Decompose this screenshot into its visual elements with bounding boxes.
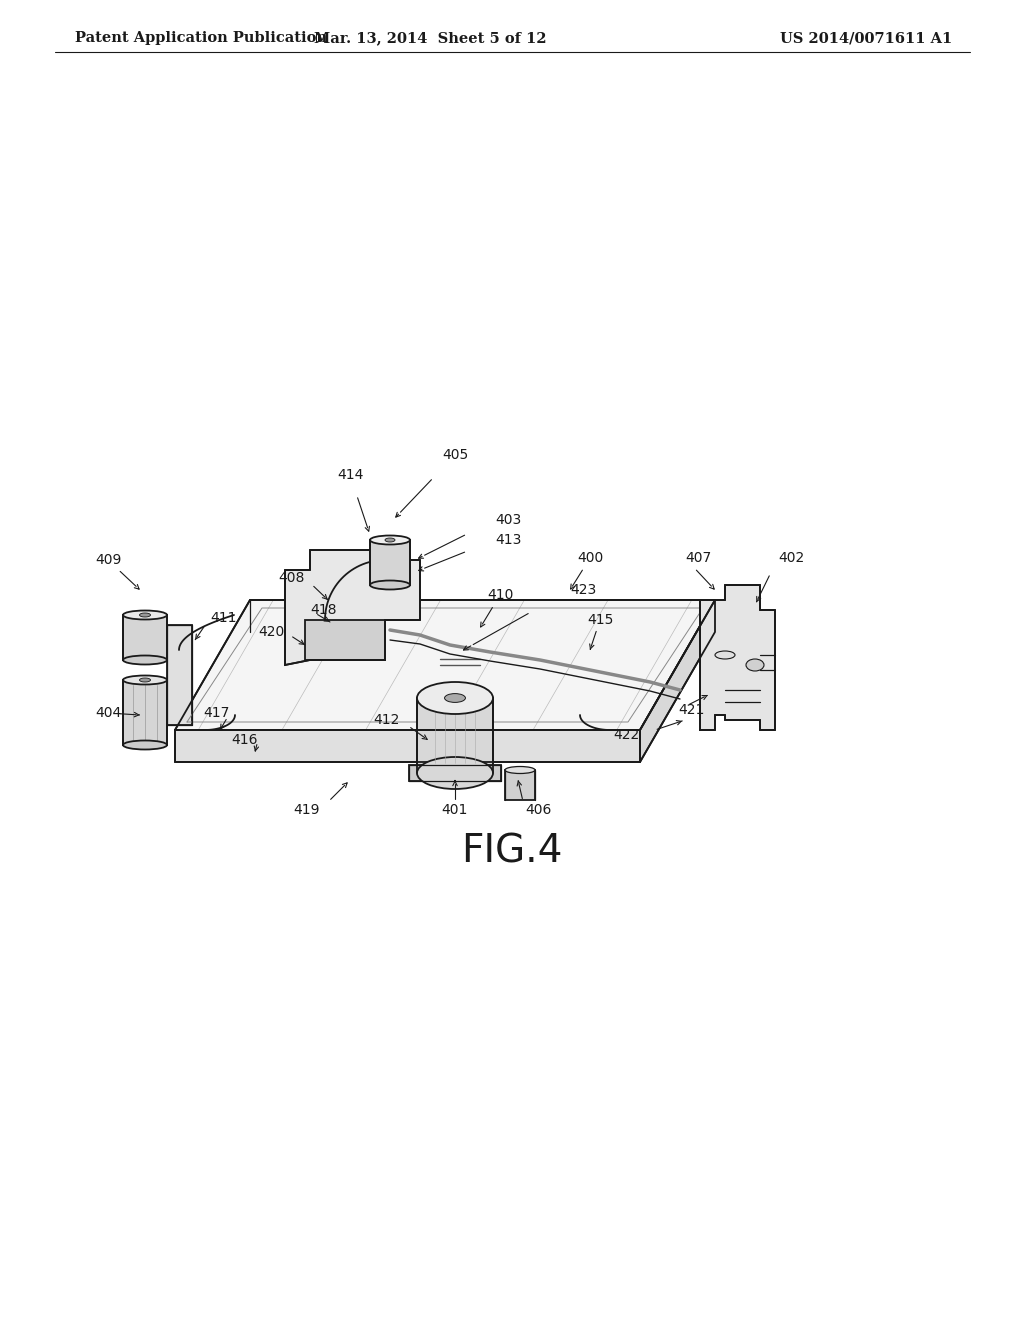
Text: 402: 402 [778, 550, 804, 565]
Text: 415: 415 [587, 612, 613, 627]
Ellipse shape [123, 656, 167, 664]
Polygon shape [175, 601, 715, 730]
Text: 403: 403 [495, 513, 521, 527]
Text: 411: 411 [210, 611, 237, 624]
Text: 408: 408 [279, 572, 305, 585]
Text: 422: 422 [613, 729, 640, 742]
Text: 410: 410 [486, 587, 513, 602]
Text: US 2014/0071611 A1: US 2014/0071611 A1 [780, 30, 952, 45]
Text: 400: 400 [577, 550, 603, 565]
Polygon shape [305, 620, 385, 660]
Text: 407: 407 [685, 550, 712, 565]
Ellipse shape [715, 651, 735, 659]
Polygon shape [285, 550, 420, 665]
Ellipse shape [139, 612, 151, 616]
Polygon shape [370, 540, 410, 585]
Text: 418: 418 [310, 603, 337, 616]
Text: 412: 412 [374, 713, 400, 727]
Text: 404: 404 [95, 706, 121, 719]
Polygon shape [123, 615, 167, 660]
Text: 419: 419 [294, 803, 319, 817]
Text: Patent Application Publication: Patent Application Publication [75, 30, 327, 45]
Ellipse shape [746, 659, 764, 671]
Polygon shape [123, 680, 167, 744]
Ellipse shape [417, 756, 493, 789]
Ellipse shape [123, 741, 167, 750]
Polygon shape [640, 601, 715, 762]
Polygon shape [505, 770, 535, 800]
Text: 401: 401 [441, 803, 468, 817]
Polygon shape [409, 766, 501, 781]
Ellipse shape [123, 610, 167, 619]
Text: 416: 416 [231, 733, 258, 747]
Text: 414: 414 [337, 469, 364, 482]
Ellipse shape [444, 693, 466, 702]
Ellipse shape [505, 767, 535, 774]
Text: 421: 421 [678, 704, 705, 717]
Polygon shape [175, 730, 640, 762]
Ellipse shape [370, 536, 410, 544]
Polygon shape [417, 698, 493, 774]
Text: 423: 423 [570, 583, 596, 597]
Text: 417: 417 [204, 706, 230, 719]
Text: FIG.4: FIG.4 [462, 833, 562, 870]
Text: 409: 409 [95, 553, 121, 568]
Polygon shape [167, 624, 193, 725]
Ellipse shape [123, 676, 167, 685]
Ellipse shape [417, 682, 493, 714]
Polygon shape [700, 585, 775, 730]
Text: 405: 405 [442, 447, 468, 462]
Text: 420: 420 [259, 624, 285, 639]
Text: Mar. 13, 2014  Sheet 5 of 12: Mar. 13, 2014 Sheet 5 of 12 [313, 30, 547, 45]
Ellipse shape [385, 539, 395, 543]
Text: 413: 413 [495, 533, 521, 546]
Ellipse shape [139, 678, 151, 682]
Ellipse shape [370, 581, 410, 590]
Text: 406: 406 [525, 803, 551, 817]
